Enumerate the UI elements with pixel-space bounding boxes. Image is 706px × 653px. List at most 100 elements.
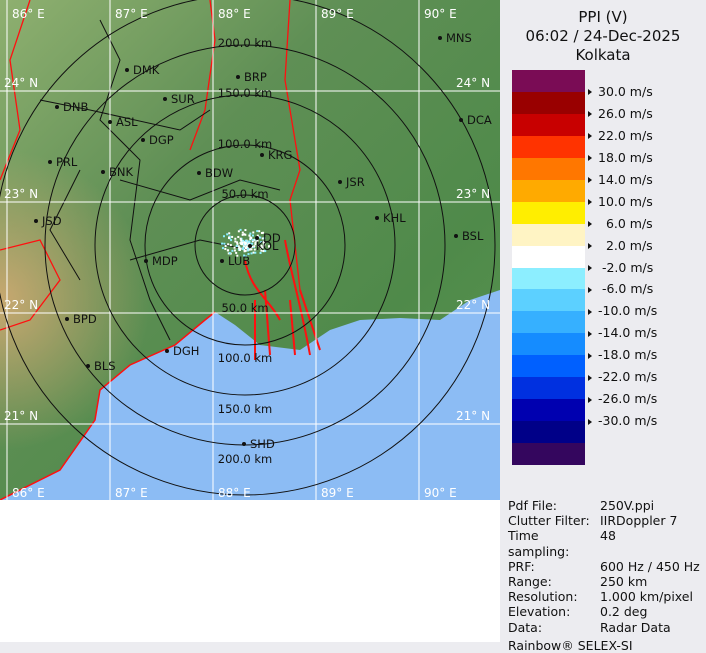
city-label: DGH: [173, 344, 199, 358]
echo-pixel: [250, 248, 252, 250]
latitude-label: 22° N: [4, 298, 38, 312]
range-label: 200.0 km: [218, 36, 272, 50]
info-key: Time sampling:: [508, 528, 600, 558]
echo-pixel: [252, 231, 254, 233]
city-label: BRP: [244, 70, 267, 84]
echo-pixel: [223, 235, 225, 237]
city-label: MNS: [446, 31, 472, 45]
city-marker: [242, 442, 246, 446]
colorbar-swatch: [512, 421, 585, 443]
latitude-label: 21° N: [456, 409, 490, 423]
colorbar-swatch: [512, 158, 585, 180]
info-row: Time sampling: 48: [508, 528, 700, 558]
colorbar-swatch: [512, 114, 585, 136]
city-marker: [141, 138, 145, 142]
city-label: PRL: [56, 155, 78, 169]
echo-pixel: [238, 247, 240, 249]
city-marker: [438, 36, 442, 40]
colorbar-label: -10.0 m/s: [588, 303, 657, 318]
echo-pixel: [224, 248, 226, 250]
echo-pixel: [234, 240, 236, 242]
echo-pixel: [249, 238, 251, 240]
colorbar-swatch: [512, 92, 585, 114]
city-label: KHL: [383, 211, 406, 225]
range-label: 100.0 km: [218, 351, 272, 365]
city-label: BDW: [205, 166, 233, 180]
colorbar-label: -30.0 m/s: [588, 413, 657, 428]
vendor-footer: Rainbow® SELEX-SI: [508, 638, 700, 653]
echo-pixel: [258, 230, 260, 232]
colorbar-label: -6.0 m/s: [588, 281, 653, 296]
city-label: SUR: [171, 92, 195, 106]
info-row: Pdf File: 250V.ppi: [508, 498, 700, 513]
info-key: Data:: [508, 620, 600, 635]
colorbar-label: 30.0 m/s: [588, 84, 653, 99]
radar-ppi-image: MNS DMK BRP DNB SUR ASL DCA DGP PRL BNK KRG BDW JSR J…: [0, 0, 500, 500]
info-value: 600 Hz / 450 Hz: [600, 559, 700, 574]
latitude-label: 23° N: [4, 187, 38, 201]
range-label: 50.0 km: [221, 301, 268, 315]
city-label: LUB: [228, 254, 250, 268]
latitude-label: 21° N: [4, 409, 38, 423]
latitude-label: 22° N: [456, 298, 490, 312]
echo-pixel: [230, 239, 232, 241]
echo-pixel: [236, 243, 238, 245]
city-label: MDP: [152, 254, 178, 268]
city-label: DGP: [149, 133, 174, 147]
echo-pixel: [251, 243, 253, 245]
echo-pixel: [249, 233, 251, 235]
info-row: Elevation: 0.2 deg: [508, 604, 700, 619]
site-name: Kolkata: [500, 46, 706, 64]
city-label: DMK: [133, 63, 160, 77]
city-marker: [48, 160, 52, 164]
echo-pixel: [222, 247, 224, 249]
echo-pixel: [238, 245, 240, 247]
city-label: BSL: [462, 229, 484, 243]
city-label: JSD: [41, 214, 62, 228]
colorbar-label: 22.0 m/s: [588, 128, 653, 143]
city-label: KOL: [256, 239, 279, 253]
echo-pixel: [231, 250, 233, 252]
echo-pixel: [244, 229, 246, 231]
echo-pixel: [244, 234, 246, 236]
longitude-label: 87° E: [115, 7, 148, 21]
echo-pixel: [221, 243, 223, 245]
echo-pixel: [244, 250, 246, 252]
echo-pixel: [225, 245, 227, 247]
city-label: BNK: [109, 165, 133, 179]
longitude-label: 88° E: [218, 7, 251, 21]
echo-pixel: [227, 243, 229, 245]
info-row: PRF: 600 Hz / 450 Hz: [508, 559, 700, 574]
city-marker: [375, 216, 379, 220]
info-key: Clutter Filter:: [508, 513, 600, 528]
echo-pixel: [238, 230, 240, 232]
info-value: IIRDoppler 7: [600, 513, 677, 528]
range-label: 150.0 km: [218, 402, 272, 416]
colorbar-swatch: [512, 311, 585, 333]
longitude-label: 89° E: [321, 7, 354, 21]
city-label: SHD: [250, 437, 275, 451]
city-marker: [220, 259, 224, 263]
echo-pixel: [234, 247, 236, 249]
city-label: BPD: [73, 312, 97, 326]
city-marker: [144, 259, 148, 263]
colorbar-swatch: [512, 289, 585, 311]
longitude-label: 87° E: [115, 486, 148, 500]
echo-pixel: [227, 249, 229, 251]
echo-pixel: [231, 236, 233, 238]
city-marker: [338, 180, 342, 184]
city-marker: [86, 364, 90, 368]
city-marker: [125, 68, 129, 72]
info-key: Elevation:: [508, 604, 600, 619]
datetime: 06:02 / 24-Dec-2025: [500, 27, 706, 45]
legend-panel: PPI (V) 06:02 / 24-Dec-2025 Kolkata 30.0…: [500, 0, 706, 642]
radar-map[interactable]: MNS DMK BRP DNB SUR ASL DCA DGP PRL BNK KRG BDW JSR J…: [0, 0, 500, 500]
info-row: Range: 250 km: [508, 574, 700, 589]
info-key: PRF:: [508, 559, 600, 574]
blank-area: [0, 500, 500, 642]
echo-pixel: [247, 248, 249, 250]
info-value: 1.000 km/pixel: [600, 589, 693, 604]
colorbar-swatch: [512, 399, 585, 421]
city-label: DNB: [63, 100, 88, 114]
echo-pixel: [245, 246, 247, 248]
